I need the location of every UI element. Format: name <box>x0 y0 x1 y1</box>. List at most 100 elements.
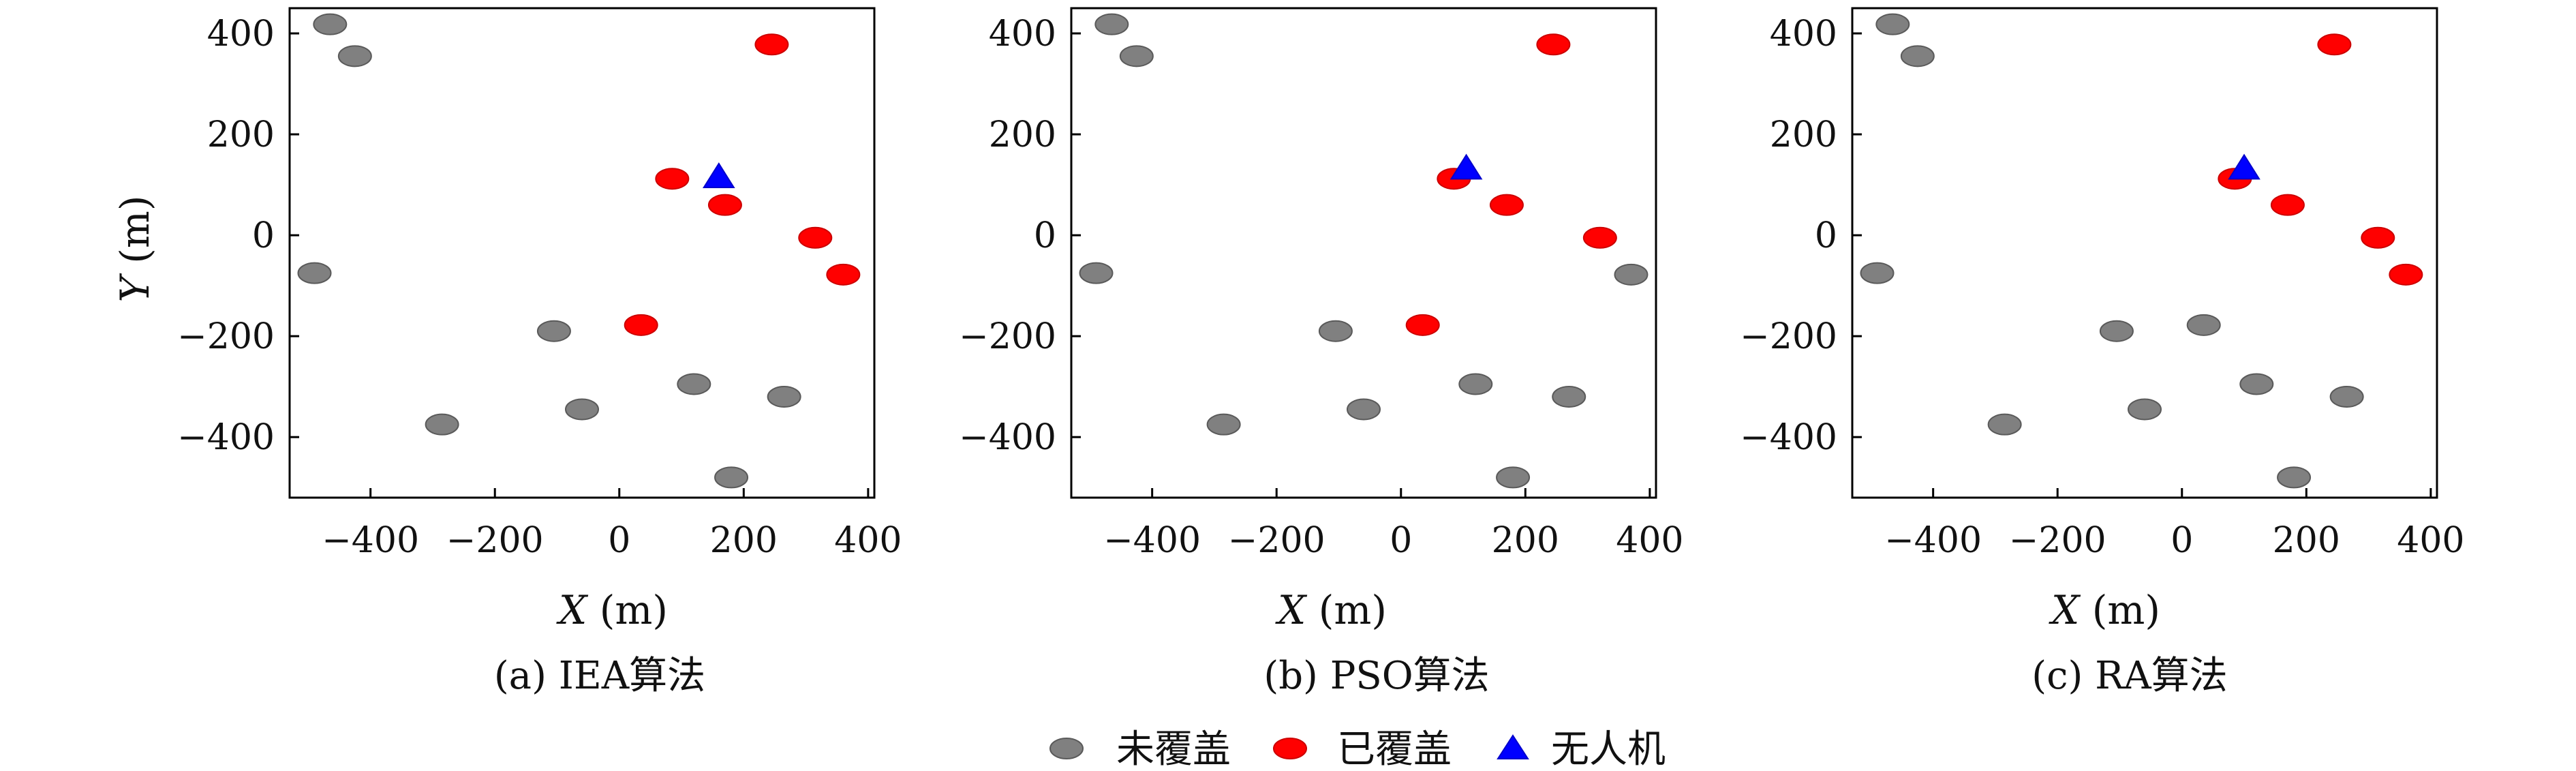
x-tick-label: 400 <box>834 520 902 561</box>
y-tick-label: −400 <box>959 417 1056 458</box>
y-tick-label: −400 <box>177 417 275 458</box>
point-uncovered <box>1094 13 1129 35</box>
x-tick-label: −400 <box>1884 520 1982 561</box>
point-uncovered <box>1206 413 1241 436</box>
point-uav <box>702 162 735 188</box>
legend-label-uav: 无人机 <box>1551 727 1666 771</box>
y-tick-label: 200 <box>207 115 275 155</box>
y-tick-label: −200 <box>177 316 275 357</box>
panel-a-frame <box>288 7 876 499</box>
point-uncovered <box>767 385 801 408</box>
y-tick-label: −200 <box>959 316 1056 357</box>
y-tick-label: 400 <box>1770 14 1837 55</box>
panel-c-xlabel: X (m) <box>2049 587 2160 633</box>
x-tick-label: 200 <box>710 520 778 561</box>
point-uncovered <box>1875 13 1910 35</box>
y-tick-label: 400 <box>207 14 275 55</box>
x-tick-label: 0 <box>608 520 630 561</box>
point-uncovered <box>565 398 599 421</box>
point-uncovered <box>1458 373 1493 395</box>
point-covered <box>1405 314 1440 336</box>
point-uncovered <box>1079 262 1114 284</box>
legend-marker-covered <box>1273 738 1307 759</box>
point-covered <box>2317 33 2352 56</box>
legend-marker-uncovered <box>1049 738 1084 759</box>
point-uncovered <box>1614 263 1649 286</box>
point-uncovered <box>1860 262 1895 284</box>
panel-b-xlabel: X (m) <box>1275 587 1387 633</box>
point-uncovered <box>1987 413 2022 436</box>
x-tick-label: −400 <box>322 520 419 561</box>
y-tick-label: 400 <box>989 14 1056 55</box>
legend-label-covered: 已覆盖 <box>1337 727 1452 771</box>
point-uncovered <box>714 466 749 489</box>
point-uncovered <box>1496 466 1531 489</box>
x-tick-label: 200 <box>1492 520 1559 561</box>
point-uncovered <box>2128 398 2162 421</box>
point-uncovered <box>536 320 571 342</box>
point-uncovered <box>1900 45 1935 67</box>
panel-b-frame <box>1070 7 1657 499</box>
point-uncovered <box>2277 466 2312 489</box>
point-uncovered <box>1119 45 1154 67</box>
panel-a-caption: (a) IEA算法 <box>494 654 705 698</box>
point-covered <box>798 226 833 249</box>
x-tick-label: −200 <box>1228 520 1325 561</box>
x-tick-label: 0 <box>1390 520 1412 561</box>
panel-b-caption: (b) PSO算法 <box>1263 654 1489 698</box>
y-tick-label: −200 <box>1740 316 1837 357</box>
point-uav <box>2228 153 2260 180</box>
point-covered <box>1489 194 1524 216</box>
point-covered <box>655 168 690 190</box>
panel-c-marks: −400 −200 0 200 400 −400 −200 0 200 400 <box>1740 7 2465 561</box>
y-tick-label: −400 <box>1740 417 1837 458</box>
point-covered <box>1536 33 1571 56</box>
x-tick-label: 400 <box>2397 520 2464 561</box>
point-uncovered <box>677 373 711 395</box>
point-uncovered <box>313 13 348 35</box>
panel-a-marks: −400 −200 0 200 400 −400 −200 0 200 400 <box>177 7 902 561</box>
x-tick-label: 200 <box>2273 520 2340 561</box>
x-tick-label: −200 <box>446 520 544 561</box>
point-covered <box>2270 194 2305 216</box>
panel-b: −400 −200 0 200 400 −400 −200 0 200 400 X (m) (b)… <box>959 7 1684 698</box>
point-uncovered <box>1347 398 1381 421</box>
x-tick-label: −200 <box>2009 520 2106 561</box>
point-uncovered <box>297 262 332 284</box>
point-covered <box>2389 263 2423 286</box>
point-covered <box>1582 226 1617 249</box>
legend: 未覆盖 已覆盖 无人机 <box>1049 727 1666 771</box>
y-tick-label: 0 <box>1034 215 1056 256</box>
point-uncovered <box>2329 385 2364 408</box>
x-tick-label: 400 <box>1616 520 1683 561</box>
panel-b-marks: −400 −200 0 200 400 −400 −200 0 200 400 <box>959 7 1684 561</box>
y-tick-label: 200 <box>989 115 1056 155</box>
y-tick-label: 0 <box>1815 215 1837 256</box>
point-covered <box>826 263 861 286</box>
point-covered <box>2361 226 2395 249</box>
point-covered <box>707 194 742 216</box>
point-uav <box>1450 153 1483 180</box>
panel-a: −400 −200 0 200 400 −400 −200 0 200 400 X (m) Y (… <box>112 7 902 698</box>
point-uncovered <box>337 45 372 67</box>
point-uncovered <box>2186 314 2221 336</box>
y-tick-label: 0 <box>252 215 275 256</box>
panel-c-caption: (c) RA算法 <box>2031 654 2227 698</box>
point-uncovered <box>2099 320 2134 342</box>
point-covered <box>624 314 658 336</box>
point-uncovered <box>425 413 459 436</box>
panel-a-xlabel: X (m) <box>556 587 668 633</box>
point-uncovered <box>1318 320 1353 342</box>
y-tick-label: 200 <box>1770 115 1837 155</box>
x-tick-label: 0 <box>2171 520 2193 561</box>
point-covered <box>754 33 789 56</box>
point-uncovered <box>1552 385 1586 408</box>
legend-marker-uav <box>1497 734 1529 759</box>
panel-c: −400 −200 0 200 400 −400 −200 0 200 400 X (m) (c)… <box>1740 7 2465 698</box>
x-tick-label: −400 <box>1103 520 1201 561</box>
panel-a-ylabel: Y (m) <box>112 196 158 303</box>
legend-label-uncovered: 未覆盖 <box>1116 727 1231 771</box>
point-uncovered <box>2239 373 2274 395</box>
panel-c-frame <box>1851 7 2438 499</box>
